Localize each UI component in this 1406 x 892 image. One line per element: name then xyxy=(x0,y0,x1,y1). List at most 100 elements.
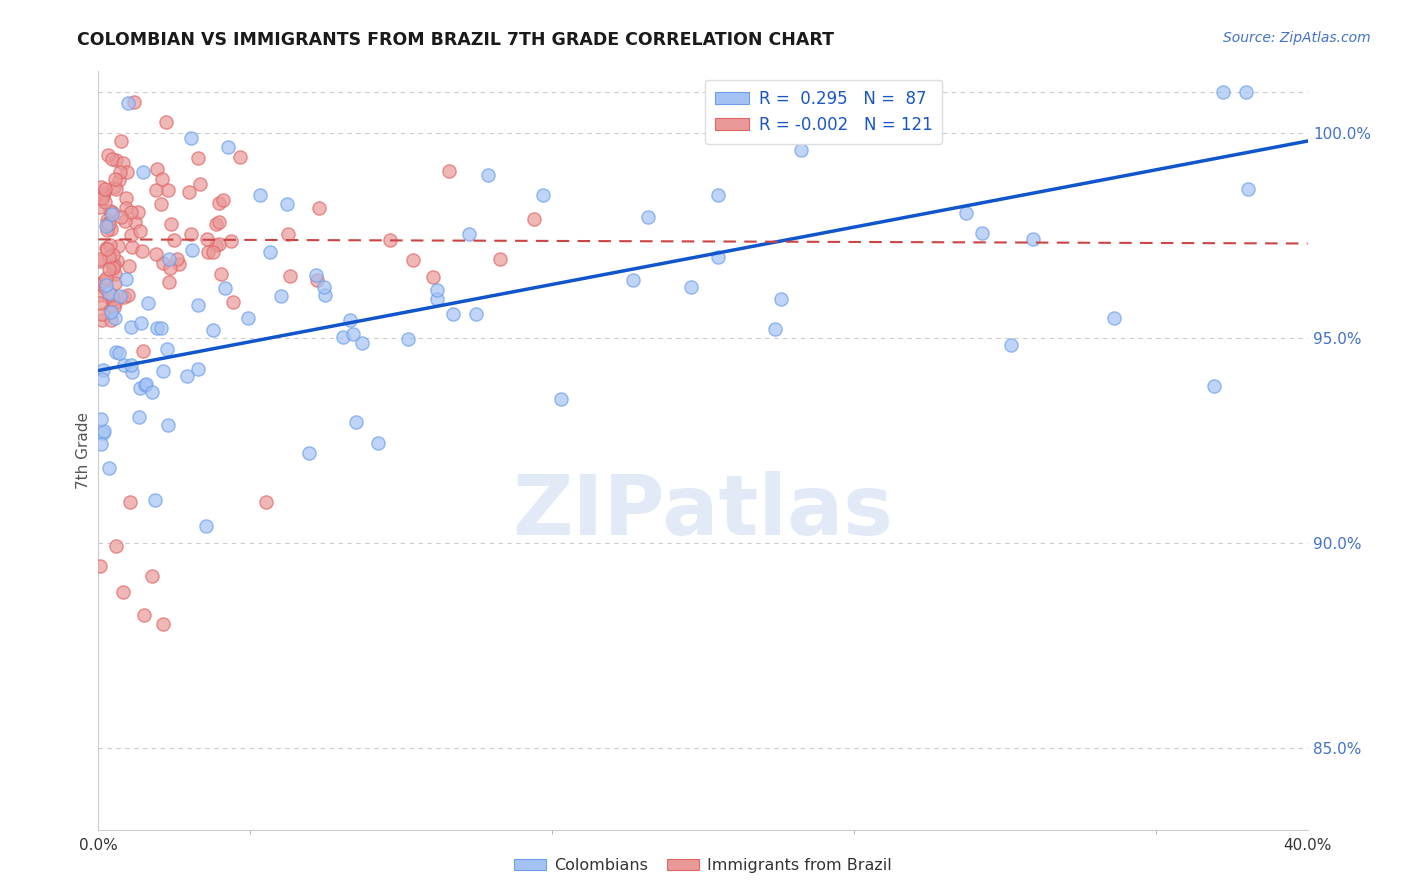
Point xyxy=(145,247,167,261)
Point xyxy=(129,224,152,238)
Point xyxy=(91,188,114,202)
Point xyxy=(91,191,114,205)
Point xyxy=(187,152,209,166)
Point xyxy=(101,248,124,262)
Point xyxy=(621,273,644,287)
Point xyxy=(152,617,174,632)
Point xyxy=(96,218,118,232)
Point xyxy=(270,289,292,303)
Point xyxy=(157,183,180,197)
Point xyxy=(114,358,136,372)
Point xyxy=(124,215,146,229)
Point xyxy=(105,153,128,167)
Point xyxy=(169,257,191,271)
Point xyxy=(177,186,200,200)
Point xyxy=(180,227,202,241)
Point xyxy=(1236,182,1258,196)
Point xyxy=(90,180,112,194)
Point xyxy=(98,204,121,219)
Point xyxy=(101,259,124,273)
Point xyxy=(122,95,145,109)
Point xyxy=(89,277,111,291)
Point xyxy=(111,156,134,170)
Point xyxy=(136,296,159,310)
Point xyxy=(202,323,225,337)
Point xyxy=(94,278,117,293)
Point xyxy=(208,237,231,252)
Point xyxy=(204,217,226,231)
Point xyxy=(152,364,174,378)
Point xyxy=(195,519,218,533)
Point xyxy=(107,239,129,253)
Point xyxy=(105,253,128,268)
Point xyxy=(249,188,271,202)
Point xyxy=(236,310,259,325)
Point xyxy=(396,332,419,346)
Point xyxy=(339,313,361,327)
Point xyxy=(145,321,167,335)
Point xyxy=(208,215,231,229)
Point xyxy=(93,186,115,200)
Point xyxy=(180,243,202,257)
Point xyxy=(98,238,121,252)
Point xyxy=(1212,85,1234,99)
Point xyxy=(152,256,174,270)
Point xyxy=(344,415,367,429)
Point xyxy=(190,177,212,191)
Point xyxy=(97,216,120,230)
Point xyxy=(94,219,117,233)
Point xyxy=(332,330,354,344)
Point xyxy=(93,274,115,288)
Point xyxy=(108,172,131,186)
Point xyxy=(131,244,153,259)
Point xyxy=(115,272,138,286)
Point xyxy=(1102,310,1125,325)
Legend: Colombians, Immigrants from Brazil: Colombians, Immigrants from Brazil xyxy=(508,852,898,880)
Point xyxy=(426,283,449,297)
Point xyxy=(103,300,125,314)
Point xyxy=(90,436,112,450)
Point xyxy=(101,288,124,302)
Point xyxy=(90,412,112,426)
Point xyxy=(550,392,572,406)
Point xyxy=(378,233,401,247)
Point xyxy=(308,202,330,216)
Text: Source: ZipAtlas.com: Source: ZipAtlas.com xyxy=(1223,31,1371,45)
Point xyxy=(1022,232,1045,246)
Point xyxy=(96,223,118,237)
Point xyxy=(115,201,138,215)
Point xyxy=(118,260,141,274)
Point xyxy=(103,179,125,194)
Point xyxy=(101,207,124,221)
Point xyxy=(1234,85,1257,99)
Point xyxy=(98,290,121,304)
Point xyxy=(94,280,117,294)
Point xyxy=(217,139,239,153)
Point xyxy=(277,227,299,241)
Point xyxy=(489,252,512,267)
Point xyxy=(221,295,243,310)
Point xyxy=(96,148,118,162)
Point xyxy=(278,268,301,283)
Point xyxy=(108,288,131,302)
Point xyxy=(127,204,149,219)
Point xyxy=(132,343,155,358)
Point xyxy=(98,302,121,317)
Point xyxy=(117,96,139,111)
Point xyxy=(93,362,115,376)
Point xyxy=(128,409,150,424)
Point xyxy=(115,191,138,205)
Point xyxy=(637,210,659,224)
Point xyxy=(763,322,786,336)
Point xyxy=(477,168,499,182)
Point xyxy=(150,171,173,186)
Point xyxy=(100,153,122,167)
Point xyxy=(1202,379,1225,393)
Point xyxy=(117,287,139,301)
Point xyxy=(367,436,389,450)
Point xyxy=(96,271,118,285)
Point xyxy=(89,254,111,268)
Point xyxy=(312,280,335,294)
Point xyxy=(135,376,157,391)
Point xyxy=(770,293,793,307)
